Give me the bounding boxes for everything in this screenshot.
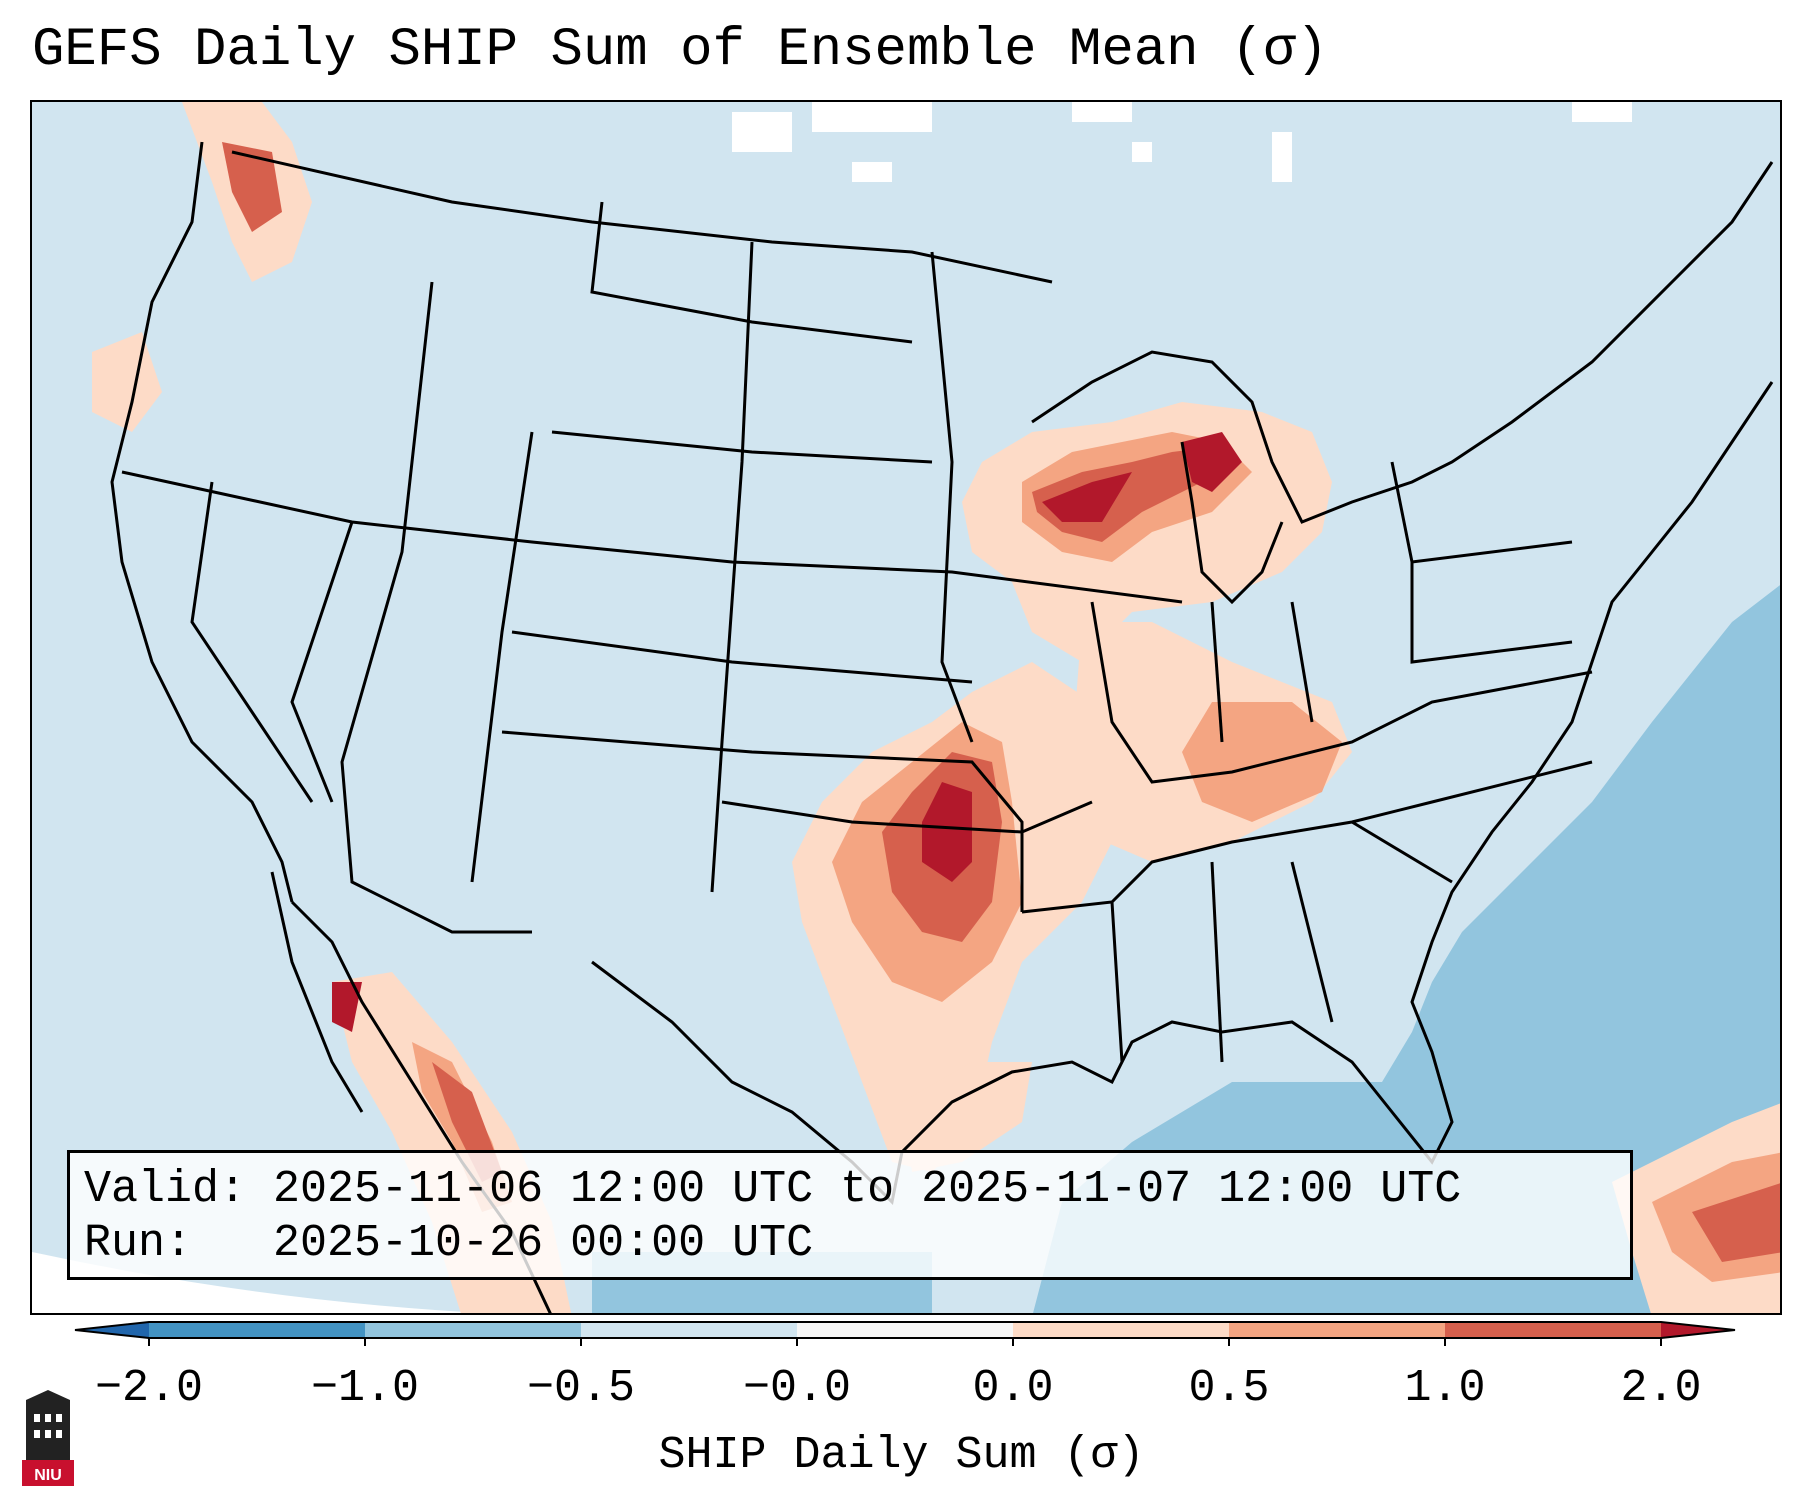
boundaries (110, 141, 1774, 1313)
colorbar-tick: 1.0 (1404, 1363, 1485, 1414)
colorbar-tick: 0.0 (972, 1363, 1053, 1414)
colorbar-bin (1013, 1322, 1229, 1338)
projection-edge (32, 1252, 484, 1313)
colorbar: −2.0 −1.0 −0.5 −0.0 0.0 0.5 1.0 2.0 (0, 1310, 1803, 1450)
colorbar-tick: −0.0 (743, 1363, 851, 1414)
missing-data-patches (732, 102, 1632, 182)
logo-text: NIU (34, 1467, 62, 1484)
valid-run-info-box: Valid: 2025-11-06 12:00 UTC to 2025-11-0… (67, 1150, 1633, 1280)
atlantic-low-field (1033, 585, 1780, 1313)
colorbar-label: SHIP Daily Sum (σ) (658, 1430, 1145, 1481)
colorbar-bin (365, 1322, 581, 1338)
colorbar-extend-high (1661, 1322, 1735, 1338)
colorbar-extend-low (75, 1322, 149, 1338)
colorbar-bin (149, 1322, 365, 1338)
colorbar-bin (581, 1322, 797, 1338)
map-title: GEFS Daily SHIP Sum of Ensemble Mean (σ) (32, 20, 1329, 81)
colorbar-tick: −0.5 (527, 1363, 635, 1414)
colorbar-bin (1229, 1322, 1445, 1338)
map-canvas (32, 102, 1780, 1313)
colorbar-tick: 0.5 (1188, 1363, 1269, 1414)
colorbar-tick: −2.0 (95, 1363, 203, 1414)
colorbar-bin (1445, 1322, 1661, 1338)
colorbar-tick: −1.0 (311, 1363, 419, 1414)
colorbar-tick: 2.0 (1620, 1363, 1701, 1414)
run-line: Run: 2025-10-26 00:00 UTC (84, 1218, 814, 1269)
niu-logo: NIU (20, 1390, 76, 1490)
valid-line: Valid: 2025-11-06 12:00 UTC to 2025-11-0… (84, 1164, 1462, 1215)
map-panel (30, 100, 1782, 1315)
colorbar-bin (797, 1322, 1013, 1338)
